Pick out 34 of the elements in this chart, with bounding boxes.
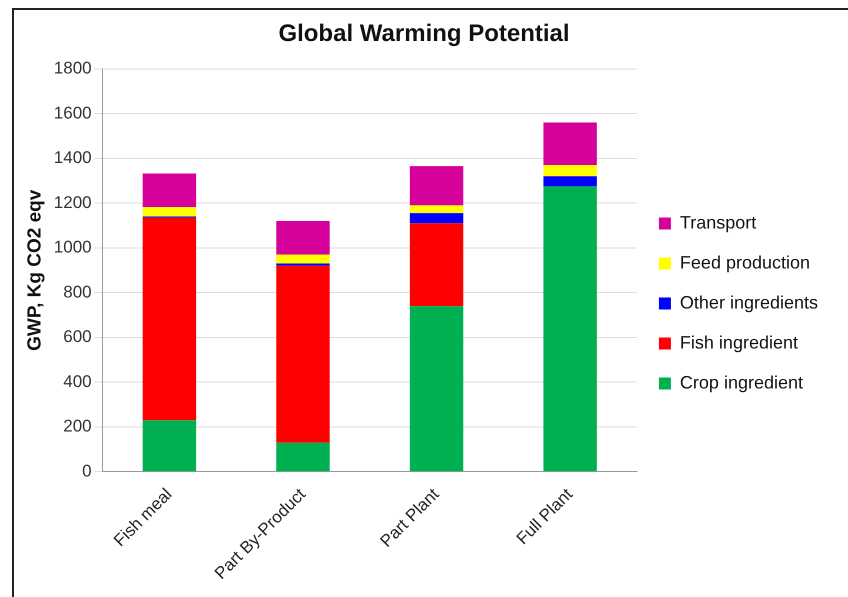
bar [543,186,597,472]
legend-label: Transport [680,212,756,232]
y-tick-label: 1400 [54,148,92,168]
legend-label: Crop ingredient [680,372,803,392]
y-tick-label: 800 [63,282,92,302]
legend-label: Other ingredients [680,292,818,312]
bar [410,213,464,224]
bar [276,221,330,255]
bar [142,207,196,217]
bar [142,218,196,420]
legend-label: Feed production [680,252,810,272]
bar [142,420,196,472]
bar [410,306,464,472]
bar [410,223,464,306]
y-tick-label: 600 [63,327,92,346]
bar [543,122,597,166]
bar [410,166,464,206]
y-axis-title: GWP, Kg CO2 eqv [24,189,46,351]
y-tick-label: 1000 [54,238,92,257]
y-tick-label: 1800 [54,58,92,78]
bar [543,176,597,186]
bar [276,254,330,264]
y-tick-label: 1600 [54,103,92,122]
y-tick-label: 400 [63,372,92,391]
bar [276,266,330,443]
y-tick-label: 1200 [54,192,92,212]
bar [142,174,196,208]
y-tick-label: 200 [63,416,92,436]
bar [276,442,330,472]
bar [410,205,464,214]
bar [543,165,597,176]
y-tick-label: 0 [82,461,92,480]
legend-label: Fish ingredient [680,332,798,352]
chart-title: Global Warming Potential [278,20,570,48]
